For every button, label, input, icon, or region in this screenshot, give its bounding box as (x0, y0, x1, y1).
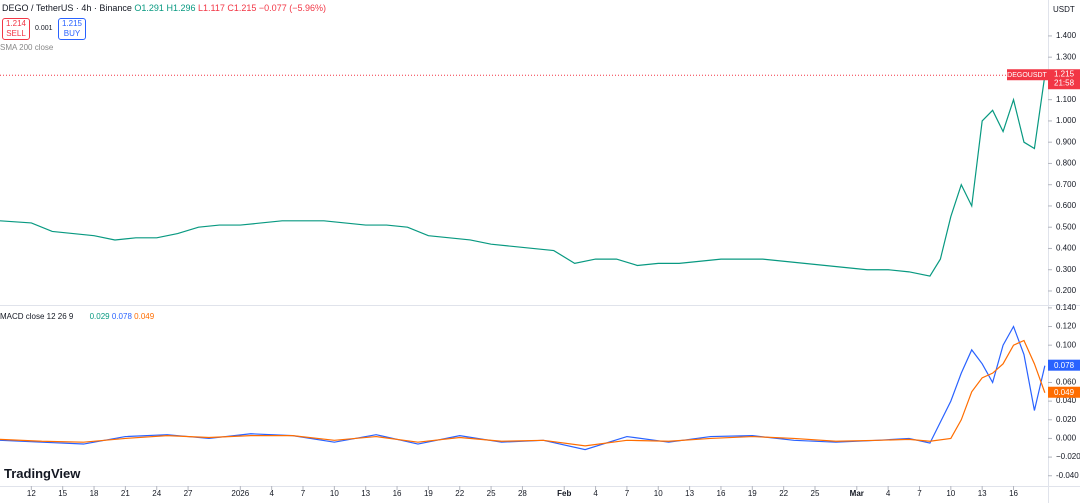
y-tick-label: 0.800 (1056, 159, 1077, 168)
symbol-name[interactable]: DEGO / TetherUS · 4h · Binance (2, 3, 132, 13)
x-tick-label: 12 (27, 489, 36, 498)
x-tick-label: Mar (850, 489, 864, 498)
macd-legend: MACD close 12 26 9 0.029 0.078 0.049 (0, 312, 154, 321)
close: C1.215 (227, 3, 257, 13)
macd-signal: 0.049 (134, 312, 155, 321)
macd-title: MACD close 12 26 9 (0, 312, 74, 321)
y-tick-label: 1.300 (1056, 52, 1077, 61)
y-tick-label: 0.040 (1056, 396, 1077, 405)
sell-label: SELL (6, 29, 26, 38)
x-tick-label: 7 (625, 489, 630, 498)
price-tag-value: 1.215 (1054, 69, 1075, 78)
price-tag-countdown: 21:58 (1054, 78, 1075, 87)
y-tick-label: 1.100 (1056, 95, 1077, 104)
x-tick-label: 21 (121, 489, 130, 498)
price-tag-name: DEGOUSDT (1007, 72, 1047, 79)
macd-value: 0.078 (111, 312, 132, 321)
buy-button[interactable]: 1.215 BUY (58, 18, 86, 40)
y-tick-label: 0.000 (1056, 434, 1077, 443)
x-tick-label: 19 (748, 489, 757, 498)
y-tick-label: 1.000 (1056, 116, 1077, 125)
y-tick-label: 0.700 (1056, 180, 1077, 189)
y-tick-label: 0.020 (1056, 415, 1077, 424)
y-tick-label: 0.120 (1056, 322, 1077, 331)
x-tick-label: 13 (685, 489, 694, 498)
x-tick-label: 22 (779, 489, 788, 498)
logo[interactable]: TradingView (4, 466, 81, 481)
value-tag-label: 0.049 (1054, 388, 1075, 397)
x-tick-label: 13 (361, 489, 370, 498)
y-tick-label: 0.200 (1056, 286, 1077, 295)
indicator[interactable]: SMA 200 close (0, 43, 54, 52)
x-tick-label: 16 (1009, 489, 1018, 498)
y-tick-label: 0.060 (1056, 378, 1077, 387)
price-tag (1007, 69, 1048, 81)
x-tick-label: 10 (654, 489, 663, 498)
x-tick-label: 16 (717, 489, 726, 498)
y-tick-label: 0.600 (1056, 201, 1077, 210)
x-tick-label: 22 (455, 489, 464, 498)
x-tick-label: 25 (487, 489, 496, 498)
x-tick-label: 24 (152, 489, 161, 498)
x-tick-label: 4 (886, 489, 891, 498)
y-tick-label: -0.040 (1056, 471, 1079, 480)
x-tick-label: 10 (946, 489, 955, 498)
macd-hist: 0.029 (89, 312, 110, 321)
buy-label: BUY (63, 29, 81, 38)
low: L1.117 (198, 3, 225, 13)
x-tick-label: 4 (593, 489, 598, 498)
y-tick-label: 0.500 (1056, 222, 1077, 231)
x-tick-label: 25 (811, 489, 820, 498)
sell-button[interactable]: 1.214 SELL (2, 18, 30, 40)
x-tick-label: 19 (424, 489, 433, 498)
y-tick-label: 0.900 (1056, 137, 1077, 146)
high: H1.296 (166, 3, 196, 13)
y-tick-label: 0.400 (1056, 244, 1077, 253)
x-tick-label: 2026 (231, 489, 249, 498)
series-line (0, 339, 1046, 447)
x-tick-label: 28 (518, 489, 527, 498)
y-tick-label: 1.400 (1056, 31, 1077, 40)
series-line (0, 325, 1046, 451)
x-tick-label: 7 (917, 489, 922, 498)
value-tag (1048, 386, 1080, 398)
sell-price: 1.214 (5, 19, 27, 28)
spread: 0.001 (35, 25, 53, 32)
x-tick-label: 15 (58, 489, 67, 498)
buy-price: 1.215 (61, 19, 83, 28)
x-tick-label: 16 (393, 489, 402, 498)
y-tick-label: 0.300 (1056, 265, 1077, 274)
currency[interactable]: USDT (1053, 5, 1075, 14)
price-tag (1048, 69, 1080, 90)
y-tick-label: 0.100 (1056, 340, 1077, 349)
y-tick-label: −0.020 (1056, 452, 1080, 461)
x-tick-label: Feb (557, 489, 571, 498)
y-tick-label: 0.140 (1056, 303, 1077, 312)
change: −0.077 (−5.96%) (258, 3, 326, 13)
open: O1.291 (134, 3, 164, 13)
x-tick-label: 4 (269, 489, 274, 498)
value-tag (1048, 359, 1080, 371)
symbol[interactable]: DEGO / TetherUS · 4h · Binance O1.291 H1… (2, 3, 326, 13)
series-line (0, 75, 1046, 277)
x-tick-label: 10 (330, 489, 339, 498)
x-tick-label: 18 (90, 489, 99, 498)
x-tick-label: 27 (184, 489, 193, 498)
value-tag-label: 0.078 (1054, 361, 1075, 370)
x-tick-label: 13 (978, 489, 987, 498)
x-tick-label: 7 (301, 489, 306, 498)
